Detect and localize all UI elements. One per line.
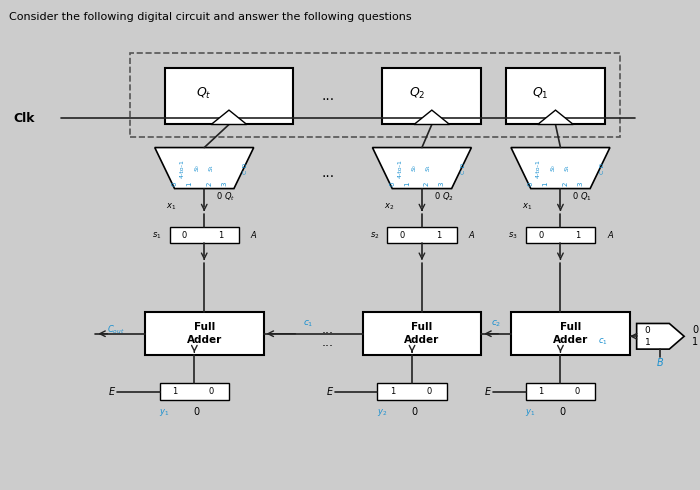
Polygon shape — [155, 147, 253, 189]
Text: 0: 0 — [389, 181, 396, 186]
Text: 0: 0 — [528, 181, 534, 186]
Text: $x_1$: $x_1$ — [166, 201, 176, 212]
Bar — [506, 68, 605, 124]
Text: Full
Adder: Full Adder — [187, 322, 222, 344]
Text: A: A — [251, 231, 256, 240]
Text: $x_1$: $x_1$ — [522, 201, 533, 212]
Text: $x_2$: $x_2$ — [384, 201, 394, 212]
Text: Consider the following digital circuit and answer the following questions: Consider the following digital circuit a… — [9, 12, 412, 22]
Text: $S_0$: $S_0$ — [410, 164, 419, 172]
Bar — [387, 227, 456, 244]
Text: $c_2$: $c_2$ — [491, 318, 501, 329]
Text: 2: 2 — [206, 181, 212, 186]
Text: $S_0$: $S_0$ — [549, 164, 558, 172]
Text: $C_{out}$: $C_{out}$ — [107, 323, 125, 336]
Bar — [363, 312, 482, 355]
Bar — [145, 312, 264, 355]
Text: $c_1$: $c_1$ — [598, 336, 608, 346]
Text: B: B — [657, 358, 664, 368]
Text: 0: 0 — [645, 326, 650, 335]
Text: ...: ... — [321, 166, 335, 180]
Text: $y_2$: $y_2$ — [377, 407, 387, 418]
Text: C D: C D — [244, 163, 248, 173]
Text: Full
Adder: Full Adder — [405, 322, 440, 344]
Polygon shape — [372, 147, 471, 189]
Text: 3: 3 — [578, 181, 583, 186]
Text: E: E — [327, 387, 333, 397]
Text: 1: 1 — [542, 181, 549, 186]
Text: $S_0$: $S_0$ — [193, 164, 202, 172]
Text: 4-to-1: 4-to-1 — [398, 159, 402, 177]
Text: $s_2$: $s_2$ — [370, 230, 379, 241]
Text: 1: 1 — [404, 181, 410, 186]
Text: 1: 1 — [575, 231, 580, 240]
Text: $Q_2$: $Q_2$ — [409, 86, 425, 101]
Polygon shape — [414, 110, 449, 124]
Polygon shape — [211, 110, 247, 124]
Text: $0\ Q_1$: $0\ Q_1$ — [573, 190, 592, 202]
Bar — [160, 384, 229, 400]
Text: 2: 2 — [562, 181, 568, 186]
Text: A: A — [607, 231, 612, 240]
Text: $0\ Q_2$: $0\ Q_2$ — [434, 190, 454, 202]
Text: $Q_t$: $Q_t$ — [197, 86, 212, 101]
Text: 0: 0 — [426, 387, 431, 396]
Text: $0\ Q_t$: $0\ Q_t$ — [216, 190, 235, 202]
Polygon shape — [538, 110, 573, 124]
Text: 1: 1 — [186, 181, 193, 186]
Bar — [169, 227, 239, 244]
Text: 1: 1 — [436, 231, 442, 240]
Text: 0: 0 — [400, 231, 405, 240]
Text: 4-to-1: 4-to-1 — [180, 159, 185, 177]
Text: $S_1$: $S_1$ — [424, 164, 433, 172]
Bar — [511, 312, 630, 355]
Text: $S_1$: $S_1$ — [206, 164, 216, 172]
Text: 1: 1 — [172, 387, 177, 396]
Text: 3: 3 — [439, 181, 444, 186]
Text: 1: 1 — [645, 338, 650, 347]
Text: 0: 0 — [575, 387, 580, 396]
Text: $S_1$: $S_1$ — [563, 164, 572, 172]
Text: E: E — [109, 387, 116, 397]
Bar — [377, 384, 447, 400]
Text: 0: 0 — [559, 407, 566, 417]
Text: C D: C D — [599, 163, 605, 173]
Bar — [526, 384, 595, 400]
Text: C D: C D — [461, 163, 466, 173]
Text: 0: 0 — [692, 325, 698, 335]
Text: ...: ... — [322, 323, 334, 336]
Text: 0: 0 — [182, 231, 187, 240]
Text: Full
Adder: Full Adder — [553, 322, 588, 344]
Text: 1: 1 — [390, 387, 395, 396]
Text: 1: 1 — [692, 338, 698, 347]
Text: ...: ... — [321, 89, 335, 103]
Text: 2: 2 — [424, 181, 430, 186]
Text: 1: 1 — [218, 231, 224, 240]
Text: 0: 0 — [411, 407, 417, 417]
Text: 0: 0 — [172, 181, 178, 186]
Text: $c_1$: $c_1$ — [303, 318, 314, 329]
Text: $Q_1$: $Q_1$ — [533, 86, 549, 101]
Text: $s_3$: $s_3$ — [508, 230, 518, 241]
Text: 0: 0 — [538, 231, 543, 240]
Bar — [164, 68, 293, 124]
Text: E: E — [485, 387, 491, 397]
Text: $y_1$: $y_1$ — [160, 407, 169, 418]
Text: $s_1$: $s_1$ — [152, 230, 162, 241]
Bar — [382, 68, 482, 124]
Text: 3: 3 — [221, 181, 227, 186]
Text: ...: ... — [322, 336, 334, 349]
Text: Clk: Clk — [13, 112, 35, 125]
Bar — [130, 53, 620, 137]
Polygon shape — [511, 147, 610, 189]
Text: $y_1$: $y_1$ — [526, 407, 536, 418]
Text: 1: 1 — [538, 387, 543, 396]
Text: 4-to-1: 4-to-1 — [536, 159, 541, 177]
Text: 0: 0 — [193, 407, 199, 417]
Bar — [526, 227, 595, 244]
Polygon shape — [636, 323, 684, 349]
Text: 0: 0 — [209, 387, 214, 396]
Text: A: A — [468, 231, 474, 240]
